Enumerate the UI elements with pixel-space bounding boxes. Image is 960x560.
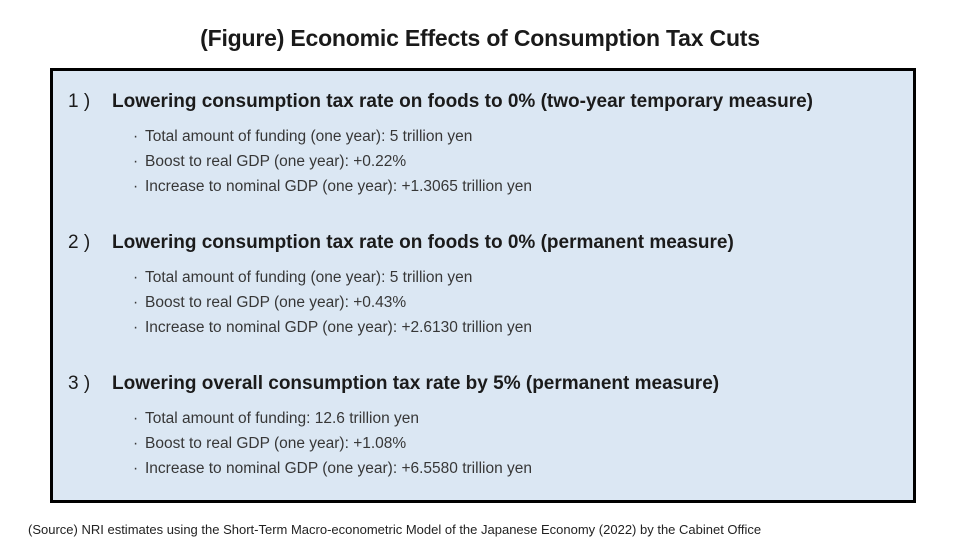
- bullet-dot-icon: ·: [133, 410, 139, 427]
- bullet-text: Total amount of funding: 12.6 trillion y…: [145, 410, 420, 427]
- bullet-list: · Total amount of funding: 12.6 trillion…: [68, 406, 903, 481]
- bullet-text: Total amount of funding (one year): 5 tr…: [145, 269, 473, 286]
- bullet-real-gdp: · Boost to real GDP (one year): +1.08%: [68, 431, 903, 456]
- bullet-dot-icon: ·: [133, 128, 139, 145]
- bullet-text: Boost to real GDP (one year): +0.43%: [145, 294, 407, 311]
- section-heading-text: Lowering overall consumption tax rate by…: [112, 373, 720, 394]
- bullet-nominal-gdp: · Increase to nominal GDP (one year): +1…: [68, 174, 903, 199]
- bullet-text: Total amount of funding (one year): 5 tr…: [145, 128, 473, 145]
- bullet-text: Boost to real GDP (one year): +0.22%: [145, 153, 407, 170]
- bullet-nominal-gdp: · Increase to nominal GDP (one year): +2…: [68, 315, 903, 340]
- bullet-real-gdp: · Boost to real GDP (one year): +0.22%: [68, 149, 903, 174]
- bullet-text: Increase to nominal GDP (one year): +1.3…: [145, 178, 532, 195]
- bullet-nominal-gdp: · Increase to nominal GDP (one year): +6…: [68, 456, 903, 481]
- section-heading: 1 ) Lowering consumption tax rate on foo…: [68, 90, 903, 114]
- bullet-text: Increase to nominal GDP (one year): +6.5…: [145, 460, 532, 477]
- section-heading-text: Lowering consumption tax rate on foods t…: [112, 91, 814, 112]
- bullet-list: · Total amount of funding (one year): 5 …: [68, 124, 903, 199]
- section-heading: 2 ) Lowering consumption tax rate on foo…: [68, 231, 903, 255]
- source-note: (Source) NRI estimates using the Short-T…: [28, 522, 762, 537]
- bullet-dot-icon: ·: [133, 319, 139, 336]
- section-number: 1 ): [68, 91, 91, 112]
- section-number: 3 ): [68, 373, 91, 394]
- bullet-dot-icon: ·: [133, 460, 139, 477]
- bullet-funding: · Total amount of funding: 12.6 trillion…: [68, 406, 903, 431]
- section-heading: 3 ) Lowering overall consumption tax rat…: [68, 372, 903, 396]
- bullet-dot-icon: ·: [133, 269, 139, 286]
- bullet-funding: · Total amount of funding (one year): 5 …: [68, 265, 903, 290]
- section-overall-tax-permanent: 3 ) Lowering overall consumption tax rat…: [68, 372, 903, 481]
- effects-panel: 1 ) Lowering consumption tax rate on foo…: [50, 68, 916, 503]
- section-heading-text: Lowering consumption tax rate on foods t…: [112, 232, 734, 253]
- bullet-dot-icon: ·: [133, 153, 139, 170]
- bullet-funding: · Total amount of funding (one year): 5 …: [68, 124, 903, 149]
- bullet-list: · Total amount of funding (one year): 5 …: [68, 265, 903, 340]
- figure-title: (Figure) Economic Effects of Consumption…: [200, 25, 760, 51]
- bullet-dot-icon: ·: [133, 294, 139, 311]
- bullet-dot-icon: ·: [133, 435, 139, 452]
- section-number: 2 ): [68, 232, 91, 253]
- bullet-real-gdp: · Boost to real GDP (one year): +0.43%: [68, 290, 903, 315]
- section-food-tax-temporary: 1 ) Lowering consumption tax rate on foo…: [68, 90, 903, 199]
- section-food-tax-permanent: 2 ) Lowering consumption tax rate on foo…: [68, 231, 903, 340]
- bullet-text: Increase to nominal GDP (one year): +2.6…: [145, 319, 532, 336]
- bullet-dot-icon: ·: [133, 178, 139, 195]
- bullet-text: Boost to real GDP (one year): +1.08%: [145, 435, 407, 452]
